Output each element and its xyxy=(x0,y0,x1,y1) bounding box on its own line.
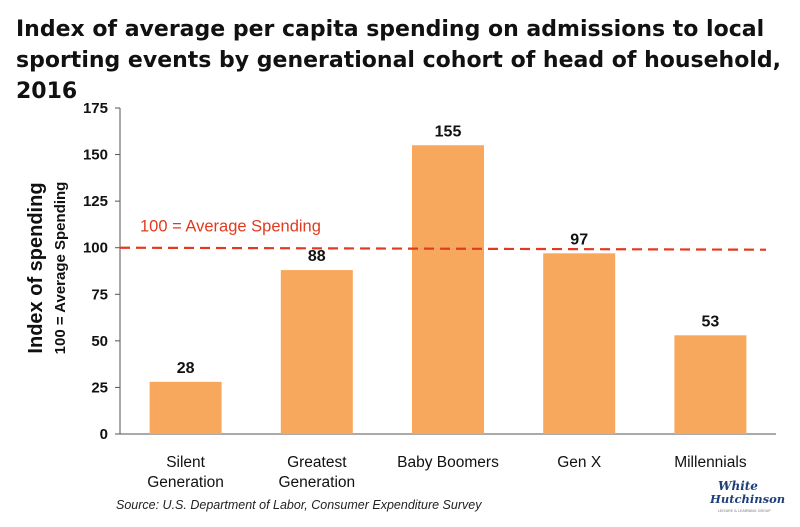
y-tick-label: 25 xyxy=(91,379,108,396)
x-category-label: Generation xyxy=(278,474,355,491)
y-tick-label: 150 xyxy=(83,147,108,164)
y-tick-label: 50 xyxy=(91,333,108,350)
bar-value-label: 28 xyxy=(177,360,195,377)
x-category-label: Baby Boomers xyxy=(397,454,499,471)
chart-title: Index of average per capita spending on … xyxy=(16,17,781,104)
bar-value-label: 88 xyxy=(308,248,326,265)
bar xyxy=(543,253,616,434)
y-axis-label: Index of spending xyxy=(25,182,47,353)
average-reference-label: 100 = Average Spending xyxy=(140,218,321,236)
x-category-label: Millennials xyxy=(674,454,747,471)
y-axis-sublabel: 100 = Average Spending xyxy=(52,182,69,355)
source-note: Source: U.S. Department of Labor, Consum… xyxy=(116,498,482,512)
white-hutchinson-logo: White Hutchinson LEISURE & LEARNING GROU… xyxy=(709,479,785,513)
bar-value-label: 53 xyxy=(702,313,720,330)
logo-line-2: Hutchinson xyxy=(709,492,785,506)
average-reference-line xyxy=(119,246,767,251)
bar xyxy=(149,381,222,434)
bar xyxy=(412,145,484,434)
x-category-label: Generation xyxy=(147,474,224,491)
y-tick-label: 175 xyxy=(83,100,108,117)
y-tick-label: 75 xyxy=(91,286,108,303)
bar-value-label: 97 xyxy=(570,231,588,248)
x-category-label: Gen X xyxy=(557,454,602,471)
x-category-label: Silent xyxy=(166,454,205,471)
logo-line-1: White xyxy=(718,479,758,493)
y-tick-label: 0 xyxy=(100,426,108,443)
x-category-label: Greatest xyxy=(287,454,347,471)
bar-value-label: 155 xyxy=(435,123,462,140)
bar xyxy=(280,270,353,434)
y-tick-label: 125 xyxy=(83,193,108,210)
y-axis-title: Index of spending 100 = Average Spending xyxy=(25,182,69,355)
y-tick-label: 100 xyxy=(83,240,108,257)
bar xyxy=(674,335,747,434)
logo-tagline: LEISURE & LEARNING GROUP xyxy=(718,509,771,513)
